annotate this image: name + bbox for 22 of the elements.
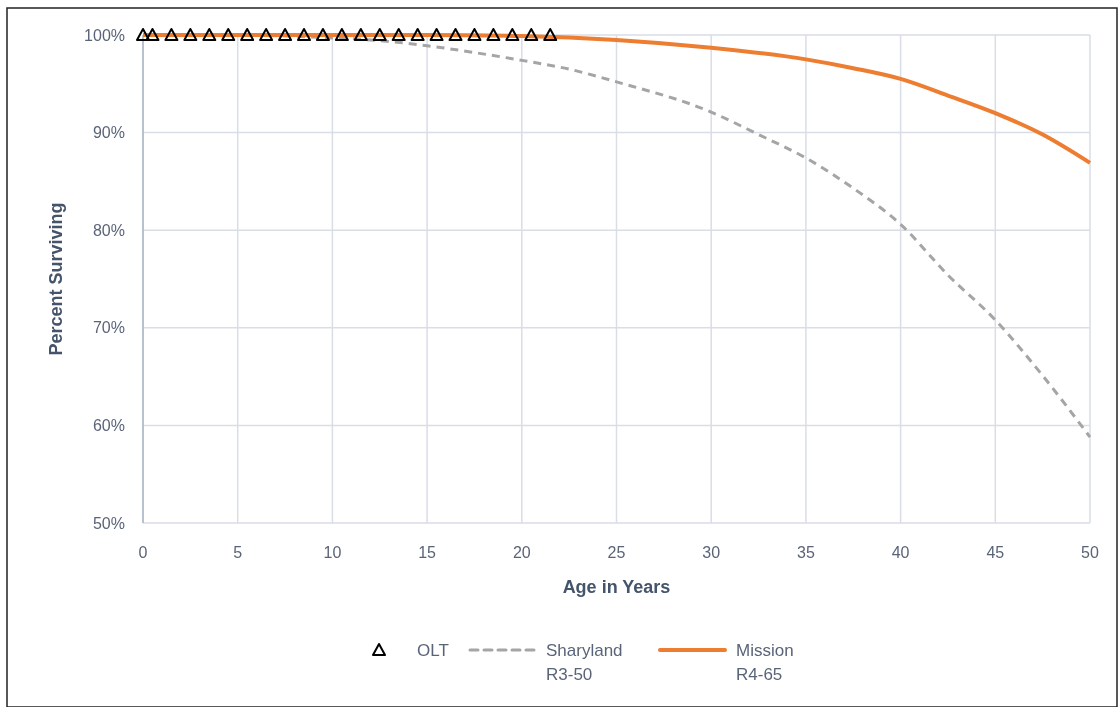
x-tick-label: 15	[418, 544, 437, 561]
y-tick-label: 90%	[92, 124, 125, 142]
x-tick-label: 5	[233, 544, 243, 561]
legend-label: Sharyland R3-50	[546, 640, 623, 684]
y-tick-label: 50%	[92, 514, 125, 532]
x-tick-label: 30	[702, 544, 721, 561]
x-axis-title: Age in Years	[562, 577, 671, 597]
x-tick-label: 50	[1081, 544, 1099, 561]
x-tick-label: 35	[797, 544, 815, 561]
y-tick-label: 70%	[92, 319, 125, 337]
x-tick-label: 25	[607, 544, 626, 561]
x-tick-label: 20	[512, 544, 531, 561]
x-tick-label: 45	[986, 544, 1005, 561]
y-tick-label: 80%	[92, 221, 125, 239]
x-tick-label: 10	[323, 544, 342, 561]
y-tick-label: 100%	[84, 26, 125, 44]
legend-label: Mission R4-65	[736, 640, 794, 684]
y-tick-label: 60%	[92, 417, 125, 434]
legend-label: OLT	[417, 640, 449, 660]
y-axis-title: Percent Surviving	[46, 202, 66, 356]
x-tick-label: 40	[891, 544, 910, 561]
x-tick-label: 0	[138, 544, 148, 561]
